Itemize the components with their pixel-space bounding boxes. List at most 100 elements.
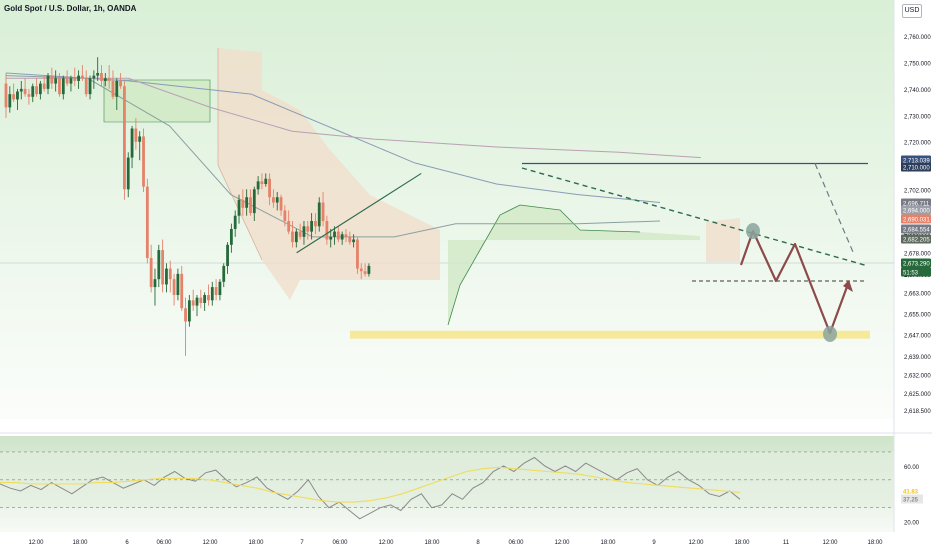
price-tag-label: 2,684.554 — [903, 228, 930, 234]
candle-body — [153, 279, 157, 288]
candle-body — [333, 231, 336, 237]
marker-circle — [823, 326, 837, 342]
candle-body — [317, 202, 321, 227]
candle-body — [145, 186, 149, 259]
candle-body — [352, 239, 356, 243]
candle-body — [272, 197, 275, 203]
candle-body — [291, 231, 294, 243]
candle-body — [149, 258, 153, 288]
candle-body — [329, 236, 333, 240]
price-tag-label: 2,682.205 — [903, 238, 930, 244]
currency-button[interactable]: USD — [902, 4, 922, 18]
candle-body — [279, 197, 283, 211]
support-zone — [350, 330, 870, 339]
rsi-value-box — [901, 486, 923, 496]
candle-body — [252, 189, 256, 214]
candle-body — [310, 221, 313, 232]
time-tick-label: 18:00 — [424, 540, 440, 546]
price-tag-label: 2,710.000 — [903, 166, 930, 172]
price-tag-label: 51:53 — [903, 271, 919, 277]
price-tick-label: 2,625.000 — [904, 392, 931, 398]
candle-body — [287, 221, 291, 232]
price-tick-label: 2,632.000 — [904, 373, 931, 379]
candle-body — [27, 94, 31, 97]
price-tag-box — [901, 155, 931, 165]
candle-body — [336, 231, 340, 240]
candle-body — [168, 268, 172, 280]
time-tick-label: 12:00 — [378, 540, 394, 546]
rsi-value-label: 41.83 — [903, 490, 919, 496]
rsi-plot: 60.00 20.00 41.83 37.25 — [0, 451, 923, 527]
candle-body — [187, 300, 191, 322]
rsi-line — [0, 456, 741, 520]
candle-body — [134, 128, 138, 142]
candle-body — [61, 78, 65, 95]
price-tag-box — [901, 224, 931, 234]
price-tick-label: 2,618.500 — [904, 409, 931, 415]
rsi-signal-line — [0, 466, 741, 503]
candle-body — [314, 221, 317, 227]
price-tag-box — [901, 198, 931, 208]
candle-body — [92, 75, 96, 79]
candle-body — [38, 83, 42, 95]
time-tick-label: 8 — [476, 540, 480, 546]
candle-body — [222, 265, 226, 282]
price-tag-box — [901, 234, 931, 244]
candle-body — [249, 197, 252, 214]
time-tick-label: 18:00 — [867, 540, 883, 546]
candle-body — [359, 268, 363, 272]
candle-body — [176, 273, 180, 296]
candle-body — [344, 234, 348, 237]
candle-body — [23, 88, 27, 95]
time-tick-label: 12:00 — [202, 540, 218, 546]
candle-body — [58, 78, 61, 95]
cloud-edge-line — [447, 204, 641, 326]
rsi-tick-label: 20.00 — [904, 521, 920, 527]
price-tick-label: 2,750.000 — [904, 61, 931, 67]
moving-average-line — [6, 77, 701, 159]
candle-body — [348, 236, 352, 243]
candle-body — [81, 75, 84, 79]
time-tick-label: 18:00 — [600, 540, 616, 546]
candle-body — [298, 231, 302, 237]
price-tick-label: 2,740.000 — [904, 88, 931, 94]
candle-body — [19, 88, 23, 92]
candle-body — [84, 78, 88, 95]
candle-body — [260, 181, 264, 185]
price-tick-label: 2,730.000 — [904, 114, 931, 120]
candle-body — [191, 300, 195, 306]
candle-body — [294, 231, 298, 243]
candle-body — [12, 94, 16, 100]
candle-body — [35, 86, 38, 95]
rsi-tick-label: 60.00 — [904, 465, 920, 471]
candle-body — [157, 250, 161, 280]
price-tag-box — [901, 258, 931, 268]
price-tick-label: 2,702.000 — [904, 188, 931, 194]
chart-title: Gold Spot / U.S. Dollar, 1h, OANDA — [4, 4, 137, 13]
candle-body — [16, 91, 19, 100]
candle-body — [321, 202, 325, 222]
candle-body — [195, 297, 199, 306]
rsi-value-label: 37.25 — [903, 498, 919, 504]
candle-body — [302, 226, 306, 237]
candle-body — [203, 295, 207, 303]
time-tick-label: 06:00 — [332, 540, 348, 546]
candle-body — [103, 78, 107, 81]
main-pane-background — [0, 0, 894, 419]
candle-body — [237, 199, 241, 216]
cloud-bullish-area — [103, 79, 211, 123]
price-tick-label: 2,639.000 — [904, 355, 931, 361]
candle-body — [275, 197, 279, 203]
candle-body — [306, 226, 310, 232]
time-tick-label: 9 — [652, 540, 656, 546]
time-tick-label: 12:00 — [554, 540, 570, 546]
candle-body — [283, 210, 287, 222]
candle-body — [138, 136, 142, 142]
rsi-value-box — [901, 494, 923, 504]
price-tag-label: 2,694.000 — [903, 209, 930, 215]
candle-body — [264, 178, 268, 185]
main-plot — [4, 48, 870, 356]
candle-body — [69, 78, 73, 84]
